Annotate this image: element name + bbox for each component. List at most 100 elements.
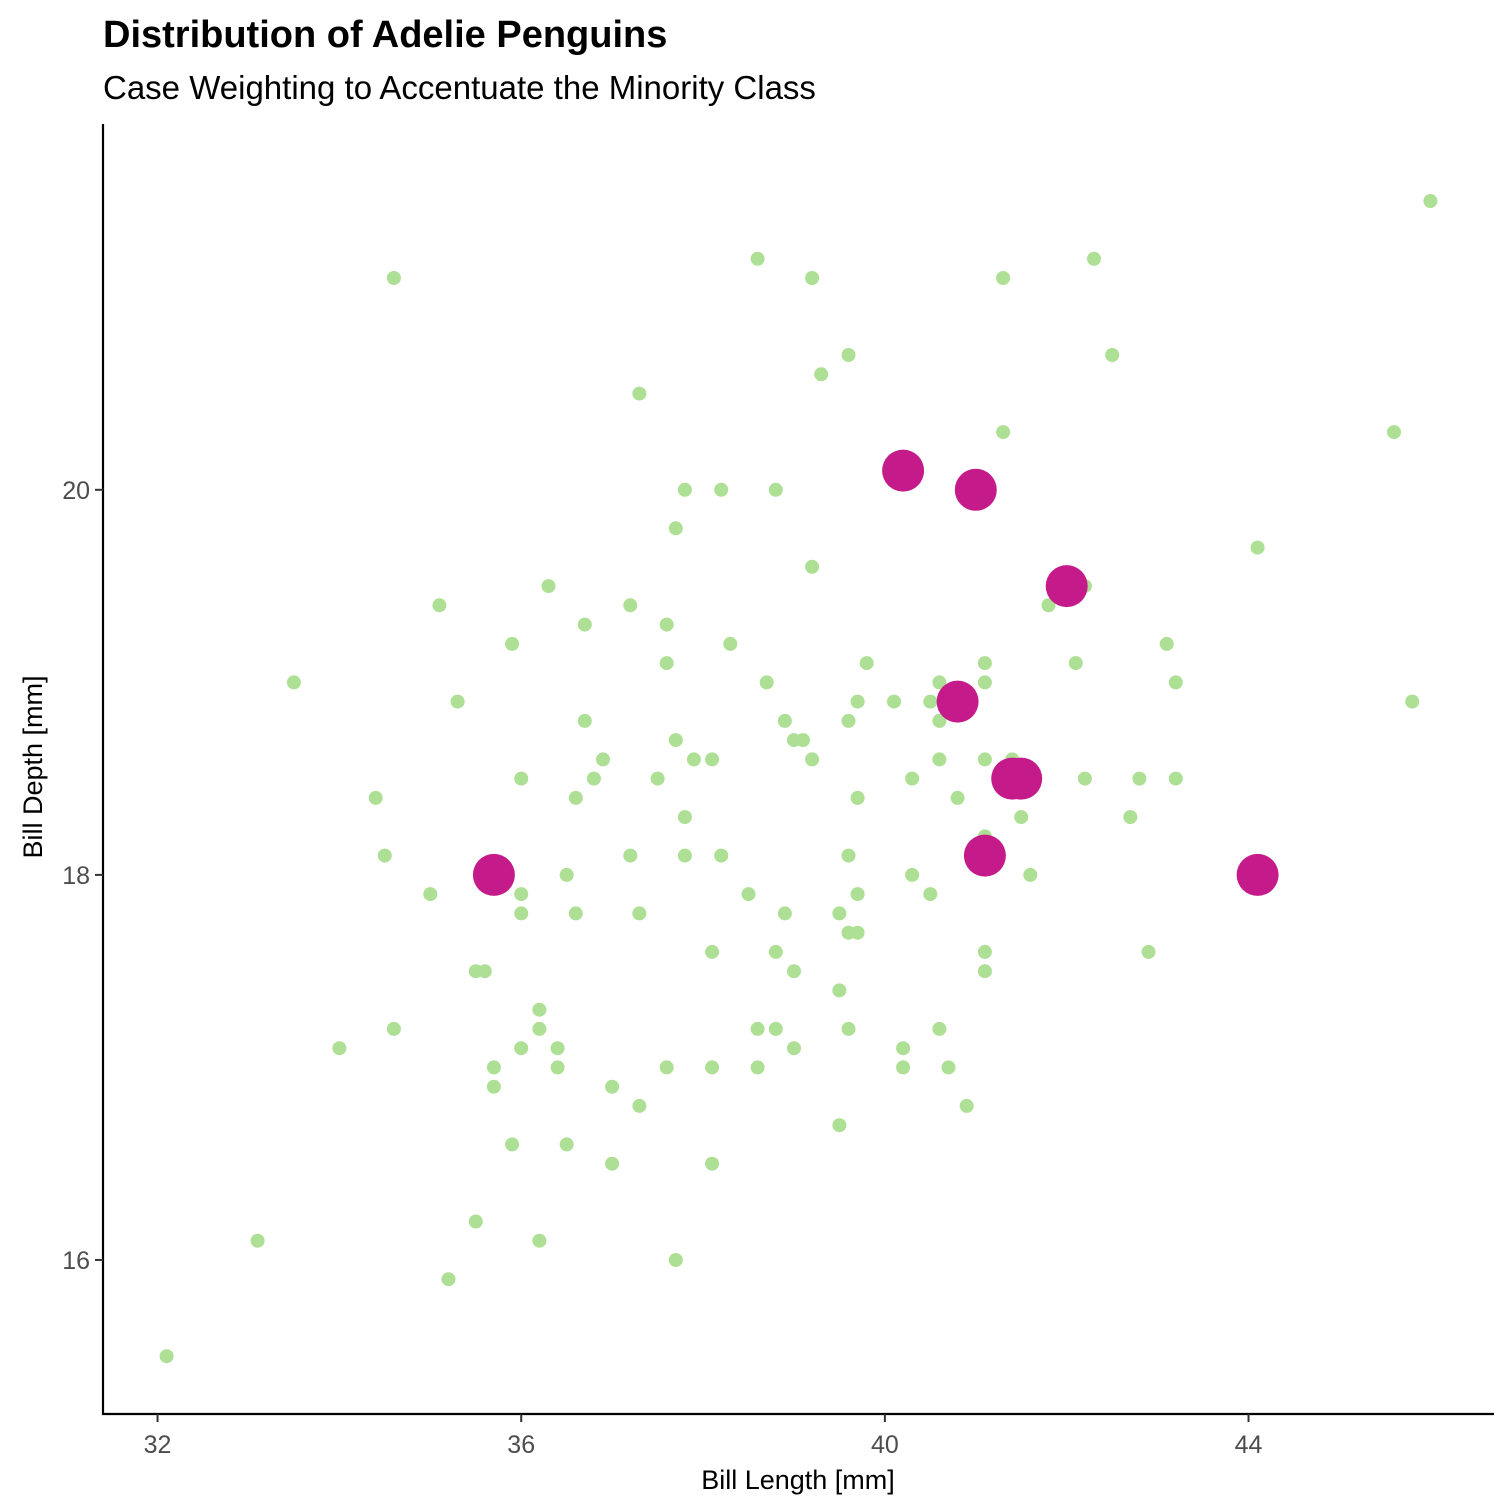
majority-point <box>859 656 874 671</box>
x-tick-label: 44 <box>1235 1431 1263 1459</box>
majority-point <box>1168 675 1183 690</box>
majority-point <box>959 1098 974 1113</box>
minority-point <box>954 468 997 511</box>
majority-point <box>896 1060 911 1075</box>
majority-point <box>623 598 638 613</box>
majority-point <box>905 867 920 882</box>
majority-point <box>705 1060 720 1075</box>
majority-point <box>659 1060 674 1075</box>
majority-point <box>850 925 865 940</box>
majority-point <box>486 1079 501 1094</box>
majority-point <box>1068 656 1083 671</box>
majority-point <box>1405 694 1420 709</box>
y-tick-label: 20 <box>62 477 90 505</box>
majority-point <box>941 1060 956 1075</box>
majority-point <box>1087 251 1101 266</box>
majority-point <box>777 906 792 921</box>
majority-point <box>550 1060 565 1075</box>
minority-point <box>963 834 1006 877</box>
majority-point <box>850 887 865 902</box>
majority-point <box>286 675 301 690</box>
majority-point <box>441 1272 456 1287</box>
majority-point <box>505 1137 520 1152</box>
majority-point <box>159 1349 174 1364</box>
majority-point <box>977 656 992 671</box>
majority-point <box>686 752 701 767</box>
x-tick-label: 32 <box>144 1431 172 1459</box>
majority-point <box>705 752 720 767</box>
majority-point <box>468 1214 483 1229</box>
majority-point <box>568 906 583 921</box>
minority-point <box>882 449 925 492</box>
majority-point <box>950 790 965 805</box>
majority-point <box>423 887 438 902</box>
majority-point <box>386 1021 401 1036</box>
majority-point <box>1014 810 1029 825</box>
majority-point <box>768 944 783 959</box>
majority-point <box>932 675 947 690</box>
y-axis-title: Bill Depth [mm] <box>18 675 48 858</box>
majority-point <box>632 386 647 401</box>
majority-point <box>805 559 820 574</box>
majority-point <box>977 675 992 690</box>
majority-point <box>750 251 765 266</box>
majority-point <box>577 617 592 632</box>
majority-point <box>332 1041 347 1056</box>
majority-point <box>514 1041 529 1056</box>
minority-point <box>1000 757 1043 800</box>
x-axis-ticks: 32 36 40 44 <box>144 1414 1263 1459</box>
majority-point <box>796 733 810 748</box>
x-axis-title: Bill Length [mm] <box>701 1465 895 1495</box>
majority-point <box>741 887 756 902</box>
majority-point <box>841 713 856 728</box>
chart-title: Distribution of Adelie Penguins <box>103 14 667 56</box>
majority-point <box>532 1002 547 1017</box>
majority-point <box>787 964 801 979</box>
majority-point <box>832 983 847 998</box>
majority-point <box>850 694 865 709</box>
x-tick-label: 40 <box>871 1431 899 1459</box>
majority-point <box>486 1060 501 1075</box>
y-axis-ticks: 16 18 20 <box>62 477 103 1275</box>
majority-point <box>368 790 383 805</box>
majority-point <box>977 964 992 979</box>
majority-point <box>923 887 938 902</box>
majority-point <box>577 713 592 728</box>
majority-point <box>750 1060 765 1075</box>
majority-point <box>977 944 992 959</box>
majority-point <box>668 521 683 536</box>
majority-point <box>841 1021 856 1036</box>
majority-point <box>650 771 665 786</box>
majority-point <box>677 482 692 497</box>
majority-point <box>832 1118 847 1133</box>
majority-point <box>1105 348 1120 362</box>
majority-point <box>1041 598 1056 613</box>
majority-point <box>777 713 792 728</box>
majority-point <box>923 694 938 709</box>
majority-point <box>659 656 674 671</box>
minority-point <box>936 680 979 723</box>
majority-point <box>677 810 692 825</box>
majority-point <box>514 771 529 786</box>
majority-point <box>568 790 583 805</box>
majority-point <box>386 271 401 285</box>
minority-point <box>1236 853 1279 896</box>
majority-point <box>841 848 856 863</box>
majority-point <box>1168 771 1183 786</box>
majority-point <box>450 694 465 709</box>
minority-point <box>472 853 515 896</box>
majority-point <box>477 964 492 979</box>
majority-point <box>677 848 692 863</box>
majority-point <box>250 1233 265 1248</box>
majority-point <box>432 598 447 613</box>
majority-point <box>559 867 574 882</box>
majority-point <box>632 906 647 921</box>
data-points <box>159 194 1438 1364</box>
majority-point <box>805 271 820 285</box>
majority-point <box>932 752 947 767</box>
majority-point <box>514 887 529 902</box>
majority-point <box>1123 810 1138 825</box>
majority-point <box>887 694 901 709</box>
majority-point <box>505 636 520 651</box>
